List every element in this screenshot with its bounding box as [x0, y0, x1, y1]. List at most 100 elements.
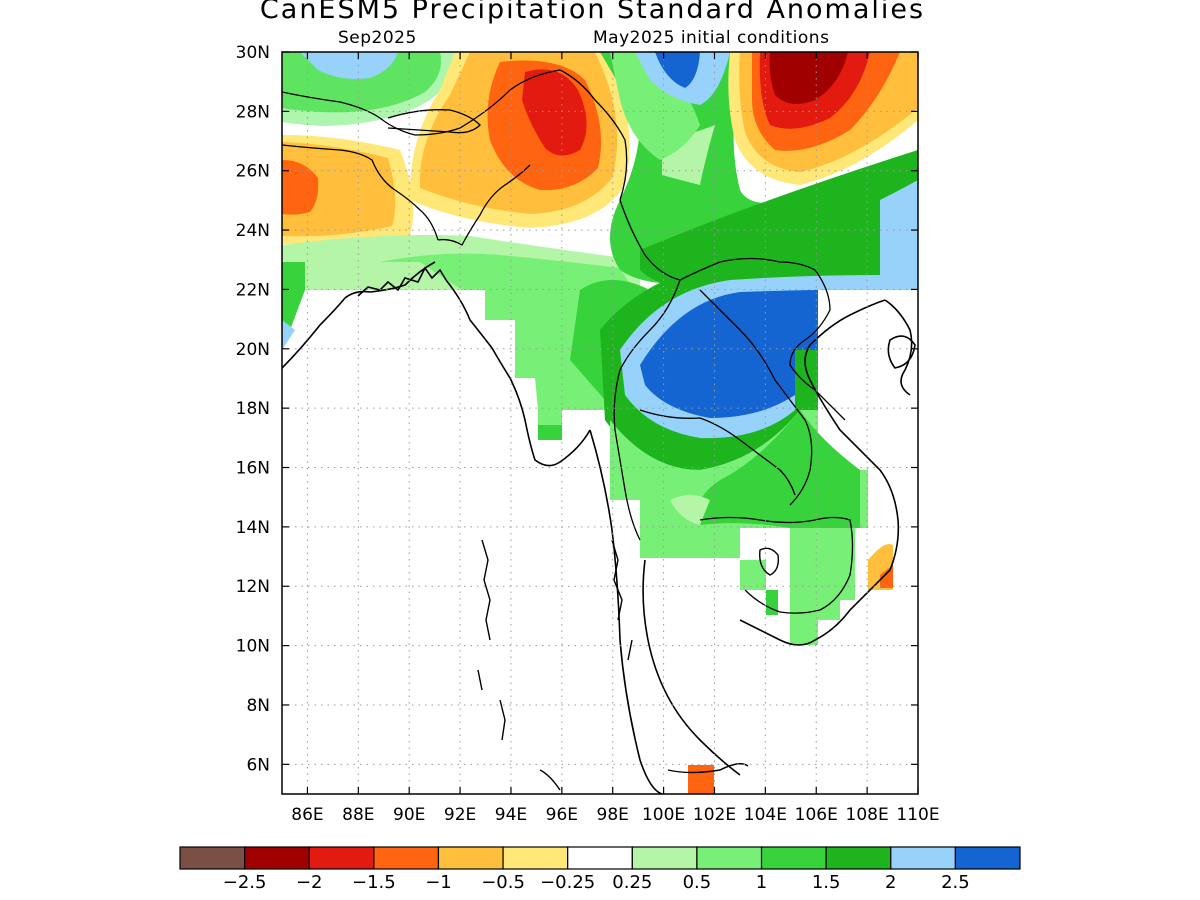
x-tick-label: 102E: [693, 805, 736, 825]
region-china-darkgreen: [640, 150, 918, 286]
colorbar-label: 0.25: [612, 872, 652, 893]
region-nepal-lightblue: [300, 52, 398, 79]
y-tick-label: 20N: [236, 340, 270, 360]
coastlines: [282, 261, 916, 794]
x-axis: 86E 88E 90E 92E 94E 96E 98E 100E 102E 104E 106E 108…: [291, 52, 940, 825]
region-east-lightblue: [880, 180, 918, 290]
andaman-south: [539, 769, 561, 791]
y-tick-label: 6N: [246, 755, 270, 775]
region-ne-india-red: [522, 69, 587, 156]
colorbar-swatch: [437, 846, 504, 870]
colorbar-label: 1.5: [812, 872, 841, 893]
region-india-lightorange: [282, 142, 396, 237]
coast-cambodia-vietnam: [739, 299, 900, 646]
y-tick-label: 12N: [236, 577, 270, 597]
region-china-darkred: [769, 52, 848, 104]
x-tick-label: 90E: [393, 805, 425, 825]
y-axis: 6N 8N 10N 12N 14N 16N 18N 20N 22N 24N 26N 28N 30N: [236, 43, 918, 775]
colorbar-swatch: [179, 846, 246, 870]
x-tick-label: 94E: [495, 805, 527, 825]
mergui-islands: [611, 539, 633, 661]
colorbar-label: −0.5: [481, 872, 525, 893]
region-india-orange: [282, 160, 319, 215]
border-nepal: [282, 91, 461, 136]
map-frame: [281, 51, 919, 795]
region-malaya-orange: [688, 765, 714, 794]
colorbar-swatch: [760, 846, 827, 870]
y-tick-label: 18N: [236, 399, 270, 419]
map-title: CanESM5 Precipitation Standard Anomalies: [259, 0, 926, 25]
coast-myanmar: [445, 279, 591, 467]
border-myanmar-china: [619, 199, 816, 281]
border-china-north: [459, 69, 628, 201]
colorbar-label: 2.5: [941, 872, 970, 893]
y-tick-label: 28N: [236, 102, 270, 122]
colorbar-swatch: [954, 846, 1021, 870]
anomaly-field: [282, 52, 918, 794]
y-tick-label: 16N: [236, 459, 270, 479]
x-tick-label: 108E: [846, 805, 889, 825]
andaman-islands: [477, 539, 506, 741]
border-ne-india: [437, 164, 531, 246]
border-india-north: [282, 144, 439, 241]
coast-hainan: [887, 335, 916, 369]
y-tick-label: 24N: [236, 221, 270, 241]
initial-conditions-label: May2025 initial conditions: [593, 28, 830, 48]
x-tick-label: 110E: [896, 805, 939, 825]
x-tick-label: 86E: [291, 805, 323, 825]
colorbar-swatch: [502, 846, 569, 870]
region-bay-lightblue: [282, 320, 295, 350]
colorbar-label: −1.5: [352, 872, 396, 893]
colorbar-swatch: [308, 846, 375, 870]
border-myanmar-thai: [613, 279, 681, 541]
coast-gulf-tonkin: [884, 299, 913, 396]
colorbar-label: 0.5: [683, 872, 712, 893]
colorbar-label: 1: [756, 872, 767, 893]
x-tick-label: 92E: [444, 805, 476, 825]
x-tick-label: 106E: [795, 805, 838, 825]
colorbar-label: 2: [885, 872, 896, 893]
y-tick-label: 14N: [236, 518, 270, 538]
border-bhutan: [387, 109, 481, 134]
colorbar: −2.5 −2 −1.5 −1 −0.5 −0.25 0.25 0.5 1 1.5 2 2.5: [179, 846, 1021, 893]
colorbar-label: −2.5: [223, 872, 267, 893]
islands: [477, 539, 780, 791]
border-vietnam-laos: [789, 269, 846, 421]
tonle-sap: [759, 547, 780, 576]
coast-gulf-thailand: [642, 559, 741, 776]
y-tick-label: 8N: [246, 696, 270, 716]
y-tick-label: 30N: [236, 43, 270, 63]
colorbar-label: −2: [296, 872, 323, 893]
colorbar-label: −1: [425, 872, 452, 893]
region-gulf-patch-a: [538, 410, 562, 425]
y-tick-label: 10N: [236, 637, 270, 657]
x-tick-label: 104E: [744, 805, 787, 825]
colorbar-swatch: [696, 846, 763, 870]
region-china-blue: [655, 52, 700, 88]
valid-month-label: Sep2025: [338, 28, 417, 48]
y-tick-label: 26N: [236, 162, 270, 182]
colorbar-swatch: [244, 846, 310, 870]
colorbar-swatch: [890, 846, 956, 870]
x-tick-label: 100E: [642, 805, 685, 825]
x-tick-label: 98E: [597, 805, 629, 825]
colorbar-swatch: [631, 846, 698, 870]
colorbar-swatch: [825, 846, 892, 870]
border-laos: [699, 289, 813, 506]
colorbar-swatch: [373, 846, 440, 870]
border-thai-laos: [639, 409, 796, 496]
y-tick-label: 22N: [236, 280, 270, 300]
x-tick-label: 88E: [342, 805, 374, 825]
x-tick-label: 96E: [546, 805, 578, 825]
sumatra-coast: [667, 763, 749, 774]
region-myanmar-green: [380, 253, 640, 410]
colorbar-swatch: [567, 846, 633, 870]
region-thailand-lightgreen: [670, 495, 710, 525]
coast-thai-peninsula: [589, 429, 663, 794]
region-laos-blue: [640, 290, 818, 418]
region-gulf-patch-b: [538, 425, 562, 440]
coast-bangladesh: [357, 266, 447, 297]
borders: [282, 69, 854, 614]
